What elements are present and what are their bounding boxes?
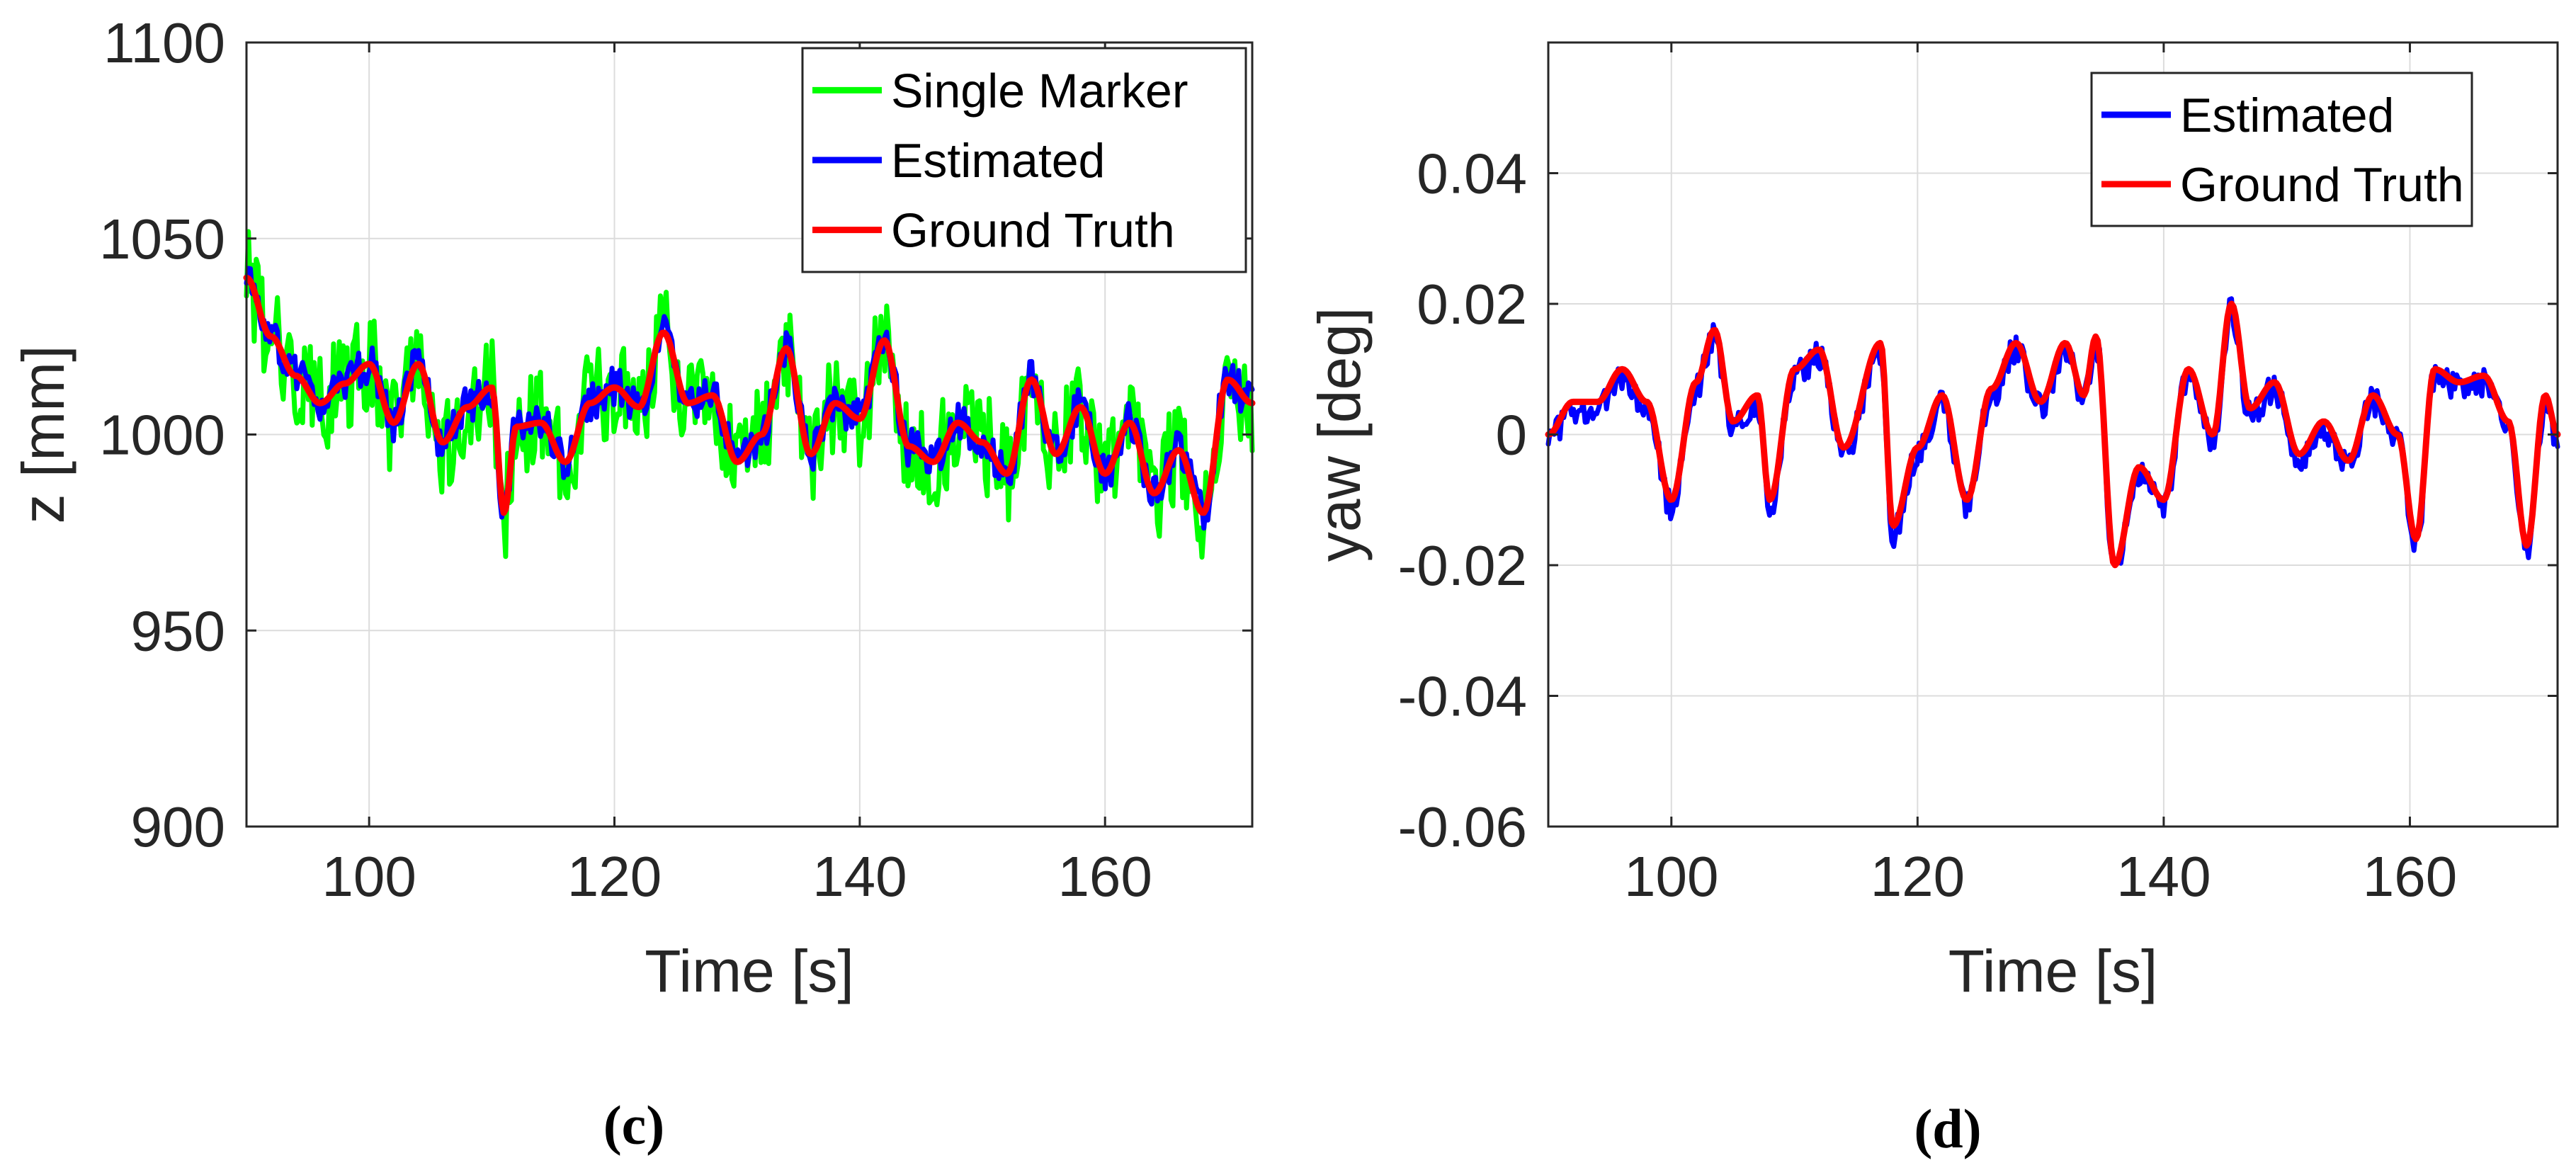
series-line-ground-truth xyxy=(1545,300,2561,569)
legend: Estimated Ground Truth xyxy=(2090,72,2473,227)
x-tick-label: 100 xyxy=(322,845,416,908)
x-tick-label: 140 xyxy=(812,845,907,908)
legend-label: Estimated xyxy=(891,134,1105,188)
x-tick-label: 160 xyxy=(2363,845,2457,908)
y-axis-label: yaw [deg] xyxy=(1306,307,1373,562)
y-tick-label: -0.06 xyxy=(1398,795,1527,858)
x-tick-label: 140 xyxy=(2116,845,2211,908)
series-line-estimated xyxy=(1545,296,2560,566)
y-tick-label: 1050 xyxy=(99,208,225,271)
chart-panel-c: 100 120 140 160 900 950 1000 1050 1100 Time [s] z … xyxy=(10,11,1256,1156)
legend-label: Single Marker xyxy=(891,64,1188,118)
x-tick-label: 120 xyxy=(567,845,662,908)
y-tick-label: 0.02 xyxy=(1417,273,1527,336)
y-tick-label: -0.02 xyxy=(1398,534,1527,597)
legend-label: Ground Truth xyxy=(2180,158,2464,212)
legend-label: Estimated xyxy=(2180,89,2394,142)
y-tick-label: 950 xyxy=(131,599,225,662)
y-tick-label: 0 xyxy=(1496,404,1528,467)
series-line-single-marker xyxy=(244,229,1255,560)
y-axis-label: z [mm] xyxy=(10,346,76,524)
y-tick-label: 1100 xyxy=(103,11,225,74)
panel-label: (c) xyxy=(603,1094,665,1156)
y-tick-label: 900 xyxy=(131,795,225,858)
y-tick-label: -0.04 xyxy=(1398,665,1527,728)
x-tick-label: 160 xyxy=(1057,845,1152,908)
legend-box xyxy=(2090,72,2473,227)
y-tick-label: 0.04 xyxy=(1417,142,1527,205)
series-line-ground-truth xyxy=(243,274,1256,516)
y-tick-label: 1000 xyxy=(99,404,225,467)
legend-label: Ground Truth xyxy=(891,204,1175,258)
series-line-estimated xyxy=(244,266,1255,531)
chart-panel-d: 100 120 140 160 -0.06 -0.04 -0.02 0 0.02 0.04 Time… xyxy=(1306,41,2561,1159)
x-axis-label: Time [s] xyxy=(645,938,854,1004)
x-tick-label: 100 xyxy=(1624,845,1718,908)
x-axis-label: Time [s] xyxy=(1948,938,2158,1004)
legend: Single Marker Estimated Ground Truth xyxy=(801,47,1247,273)
x-tick-label: 120 xyxy=(1871,845,1965,908)
panel-label: (d) xyxy=(1914,1098,1981,1159)
